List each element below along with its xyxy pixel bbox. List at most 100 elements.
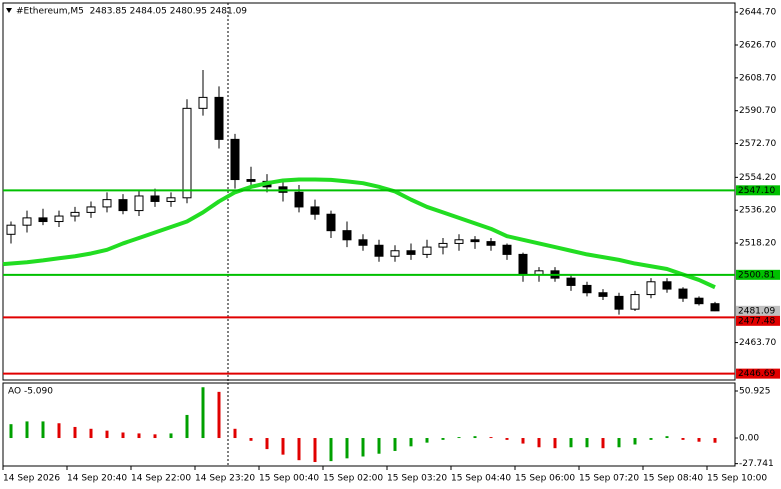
x-tick-label: 15 Sep 00:40 [259,474,319,484]
ao-bar [409,438,413,447]
candle-body [54,215,64,223]
candle-body [630,294,640,310]
ao-bar [297,438,301,461]
ao-bar [249,438,253,441]
ao-bar [41,421,45,439]
candle-body [182,107,192,199]
candle-body [438,242,448,248]
ao-bar [217,391,221,439]
x-tick-label: 15 Sep 07:20 [579,474,639,484]
candle-body [694,297,704,305]
price-label-box [736,305,780,316]
ao-bar [697,438,701,442]
candle-body [566,277,576,286]
ao-bar [345,438,349,459]
x-tick-label: 15 Sep 06:00 [515,474,575,484]
candle-body [150,195,160,202]
ao-bar [25,421,29,439]
ao-bar [633,438,637,445]
y-tick-label: 2463.70 [739,338,776,348]
ao-bar [233,428,237,439]
price-label-box [736,185,780,196]
y-tick-label: 2518.20 [739,239,776,249]
ao-bar [137,433,141,439]
price-label: 2500.81 [738,270,775,280]
candle-body [486,241,496,246]
candle-body [598,292,608,297]
ao-bar [601,438,605,449]
ao-bar [105,430,109,439]
candle-body [710,303,720,312]
candle-body [230,138,240,181]
price-label: 2446.69 [738,369,775,379]
candle-body [518,253,528,275]
candle-body [342,230,352,241]
ao-bar [505,438,509,440]
candle-body [134,195,144,212]
ao-bar [713,438,717,443]
x-tick-label: 15 Sep 03:20 [387,474,447,484]
ao-bar [569,438,573,448]
x-tick-label: 15 Sep 04:40 [451,474,511,484]
candle-body [166,197,176,202]
candle-body [470,239,480,243]
candle-body [678,288,688,299]
y-tick-label: 2536.20 [739,206,776,216]
ao-bar [73,426,77,439]
ao-bar [489,437,493,439]
candle-body [390,250,400,257]
chart-title: #Ethereum,M5 2483.85 2484.05 2480.95 248… [16,7,247,17]
x-tick-label: 14 Sep 22:00 [131,474,191,484]
y-tick-label: 2554.20 [739,173,776,183]
candle-body [454,239,464,244]
y-tick-label: 50.925 [739,387,771,397]
candle-body [22,217,32,226]
ao-bar [361,438,365,457]
x-tick-label: 15 Sep 08:40 [643,474,703,484]
ao-bar [681,438,685,440]
ao-bar [89,428,93,439]
price-label: 2481.09 [738,306,775,316]
x-tick-label: 14 Sep 20:40 [67,474,127,484]
ao-bar [121,432,125,439]
candle-body [310,206,320,215]
ao-bar [377,438,381,454]
ao-bar [153,434,157,439]
price-label: 2547.10 [738,186,775,196]
x-tick-label: 14 Sep 2026 [3,474,60,484]
ao-panel [2,382,736,467]
y-tick-label: 2644.70 [739,8,776,18]
price-label: 2477.48 [738,316,775,326]
candle-body [374,244,384,257]
candle-body [214,96,224,140]
ao-bar [665,436,669,439]
symbol-icon [6,8,12,13]
candle-body [118,199,128,212]
ao-bar [185,414,189,439]
ao-bar [329,438,333,462]
ao-bar [617,438,621,448]
candle-body [422,246,432,255]
ao-bar [537,438,541,448]
price-label-box [736,368,780,379]
ao-bar [553,438,557,449]
candle-body [646,281,656,296]
candle-body [406,250,416,255]
ao-bar [393,438,397,451]
ao-bar [649,438,653,440]
x-tick-label: 15 Sep 02:00 [323,474,383,484]
y-tick-label: 2572.70 [739,139,776,149]
candle-body [502,244,512,255]
price-label-box [736,269,780,280]
candle-body [358,239,368,246]
ao-bar [457,437,461,439]
y-tick-label: -27.741 [739,459,774,469]
ao-bar [169,433,173,439]
price-label-box [736,315,780,326]
ao-bar [9,424,13,439]
candle-body [662,281,672,290]
y-tick-label: 2608.70 [739,73,776,83]
ao-bar [521,438,525,444]
